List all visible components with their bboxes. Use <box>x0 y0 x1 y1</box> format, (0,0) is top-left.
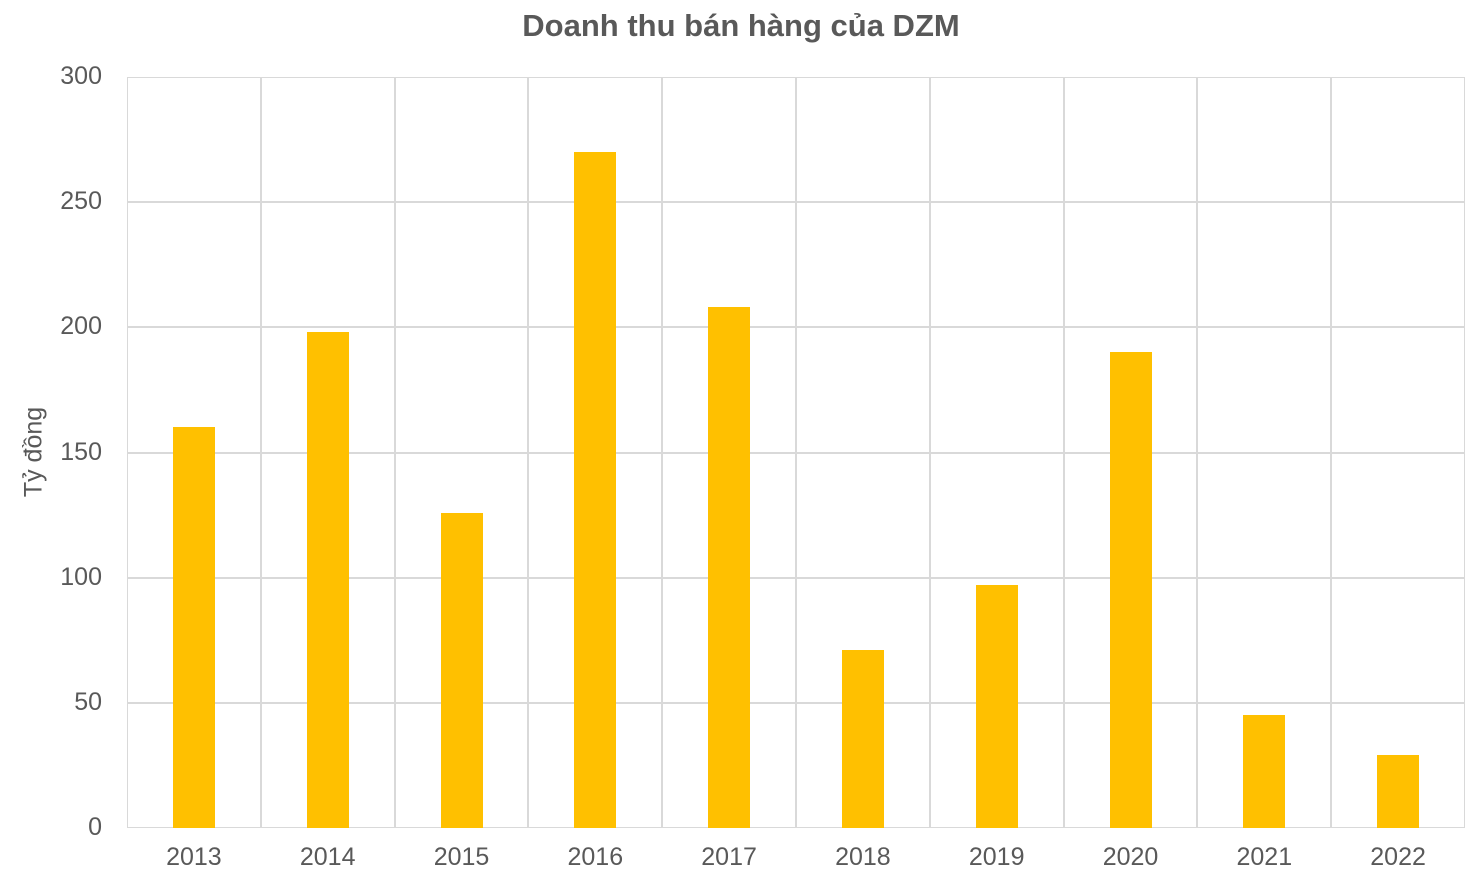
bar-2021 <box>1243 715 1286 828</box>
x-tick-label: 2014 <box>299 843 356 871</box>
v-gridline <box>928 77 931 828</box>
bar-2014 <box>306 332 349 828</box>
chart-title: Doanh thu bán hàng của DZM <box>522 8 960 43</box>
bar-2020 <box>1109 352 1152 828</box>
y-tick-label: 150 <box>60 437 102 466</box>
bar-2019 <box>975 585 1018 828</box>
v-gridline <box>393 77 396 828</box>
bar-2013 <box>172 427 215 828</box>
bar-2015 <box>440 512 483 828</box>
x-tick-label: 2018 <box>835 843 891 871</box>
y-tick-label: 250 <box>60 187 102 216</box>
y-tick-label: 200 <box>60 312 102 341</box>
x-tick-label: 2020 <box>1102 843 1159 871</box>
bar-2016 <box>574 152 617 828</box>
bar-2017 <box>708 307 751 828</box>
x-tick-label: 2013 <box>166 843 222 871</box>
x-tick-label: 2015 <box>433 843 490 871</box>
x-tick-label: 2017 <box>701 843 757 871</box>
x-tick-label: 2016 <box>567 843 624 871</box>
bar-2018 <box>841 650 884 828</box>
v-gridline <box>1196 77 1199 828</box>
x-tick-label: 2022 <box>1370 843 1426 871</box>
y-tick-label: 300 <box>60 62 102 90</box>
x-tick-label: 2019 <box>968 843 1025 871</box>
y-tick-label: 0 <box>88 813 102 841</box>
x-tick-label: 2021 <box>1236 843 1293 871</box>
v-gridline <box>1330 77 1333 828</box>
v-gridline <box>795 77 797 828</box>
v-gridline <box>1062 77 1065 828</box>
y-tick-label: 50 <box>74 687 102 716</box>
y-tick-label: 100 <box>60 562 102 591</box>
bar-2022 <box>1377 755 1420 828</box>
v-gridline <box>661 77 664 828</box>
v-gridline <box>527 77 530 828</box>
v-gridline <box>259 77 262 828</box>
